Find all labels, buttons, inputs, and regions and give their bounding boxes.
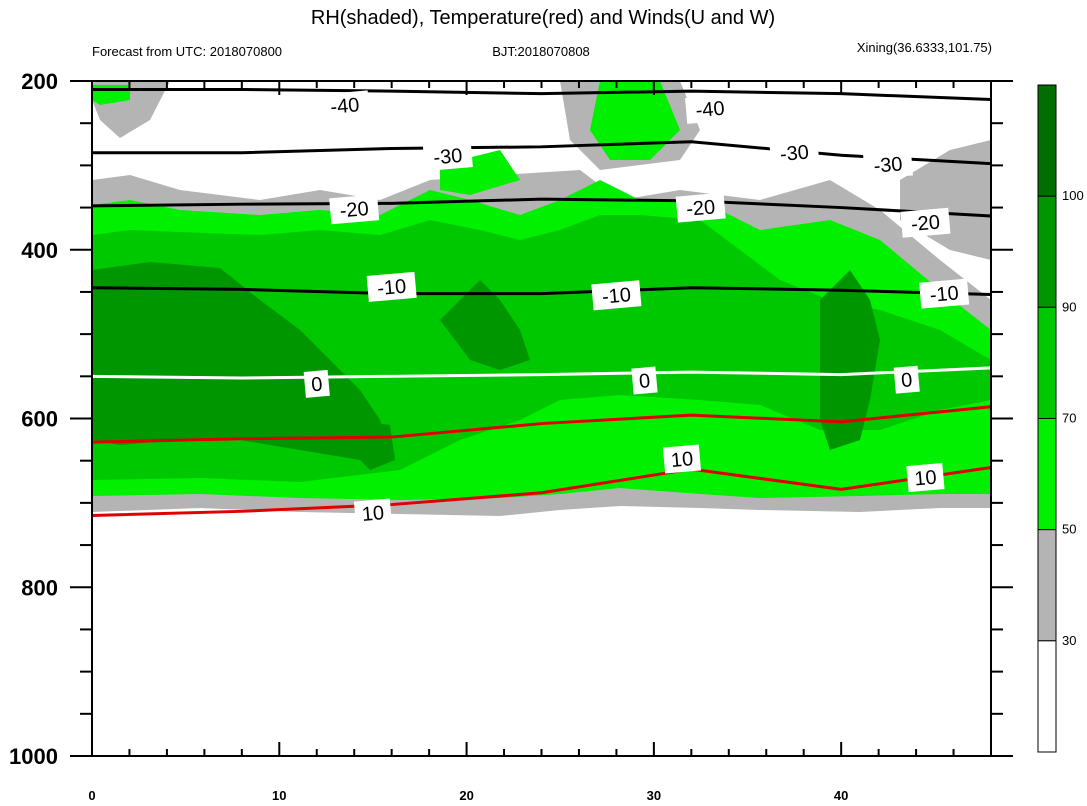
contour-label: 10 xyxy=(353,498,393,528)
contour-label-box xyxy=(366,271,417,302)
colorbar: 100 90 70 50 30 xyxy=(1037,84,1084,753)
colorbar-segment xyxy=(1037,84,1057,197)
rh-band-dark-green-1 xyxy=(92,262,390,460)
contour-label-text: -30 xyxy=(779,141,810,165)
colorbar-segment xyxy=(1037,418,1057,531)
contour-label-box xyxy=(353,498,393,528)
contour-label-text: -20 xyxy=(339,198,370,222)
colorbar-segment xyxy=(1037,529,1057,642)
contour-label-text: -20 xyxy=(910,212,941,236)
forecast-label: Forecast from UTC: 2018070800 xyxy=(92,44,282,59)
colorbar-label: 30 xyxy=(1062,633,1076,648)
contour-label-box xyxy=(900,207,951,238)
y-tick-label: 200 xyxy=(21,69,58,94)
rh-band-light-green-top xyxy=(590,81,680,160)
y-tick-label: 800 xyxy=(21,575,58,600)
contour-label-text: -40 xyxy=(330,94,361,118)
contour-label: -30 xyxy=(862,149,914,180)
contour-label-box xyxy=(303,369,330,398)
x-tick-label: 40 xyxy=(834,788,848,803)
contour-label-box xyxy=(675,192,726,223)
contour-label: 0 xyxy=(303,369,330,398)
chart-title: RH(shaded), Temperature(red) and Winds(U… xyxy=(311,7,775,29)
contour-label: -30 xyxy=(422,141,473,172)
contour-label: 10 xyxy=(662,444,702,474)
x-tick-label: 30 xyxy=(647,788,661,803)
temperature-contour-line xyxy=(92,286,991,296)
y-tick-label: 600 xyxy=(21,407,58,432)
plot-area xyxy=(92,81,991,518)
temperature-contour-line xyxy=(92,87,991,102)
contour-label-text: -20 xyxy=(685,196,716,220)
contour-label-box xyxy=(893,365,920,394)
contour-label-box xyxy=(919,278,970,309)
contour-label-text: -10 xyxy=(929,282,960,306)
contour-label-text: 0 xyxy=(310,373,323,396)
contour-label-text: 0 xyxy=(638,370,651,393)
rh-band-dark-green-2 xyxy=(440,280,530,370)
temperature-contour-line xyxy=(92,465,991,518)
contour-label: 0 xyxy=(631,366,658,395)
contour-label-box xyxy=(862,149,914,180)
contour-label: -10 xyxy=(591,280,642,311)
contour-label: -10 xyxy=(366,271,417,302)
contour-label-box xyxy=(319,90,370,121)
temperature-contour-line xyxy=(92,366,991,380)
colorbar-label: 70 xyxy=(1062,411,1076,426)
contour-label-text: -10 xyxy=(601,284,632,308)
contour-label-text: -40 xyxy=(695,98,726,122)
bjt-label: BJT:2018070808 xyxy=(492,44,590,59)
location-label: Xining(36.6333,101.75) xyxy=(857,40,992,55)
colorbar-label: 100 xyxy=(1062,188,1084,203)
contour-labels: -40 -40 -30 -30 -30 -20 -20 -20 -10 -10 -10 0 0 0 10 10… xyxy=(303,90,970,528)
temperature-contour-line xyxy=(92,140,991,166)
y-tick-label: 1000 xyxy=(9,744,58,769)
contour-label-text: 10 xyxy=(670,448,694,472)
contour-label-box xyxy=(329,194,380,225)
colorbar-segment xyxy=(1037,195,1057,308)
colorbar-label: 50 xyxy=(1062,522,1076,537)
contour-label-box xyxy=(422,141,473,172)
y-tick-label: 400 xyxy=(21,238,58,263)
contour-label: 10 xyxy=(906,463,945,493)
colorbar-label: 90 xyxy=(1062,299,1076,314)
contour-label-box xyxy=(769,137,820,168)
contour-label-text: 10 xyxy=(361,502,385,526)
temperature-contour-line xyxy=(92,405,991,444)
contour-label: -40 xyxy=(685,93,736,124)
contour-label-text: -10 xyxy=(376,276,407,300)
temperature-contour-line xyxy=(92,197,991,218)
rh-band-dark-green-3 xyxy=(820,270,880,450)
contour-label-box xyxy=(591,280,642,311)
contour-label-box xyxy=(631,366,658,395)
x-tick-label: 20 xyxy=(459,788,473,803)
contour-label-box xyxy=(906,463,945,493)
colorbar-segment xyxy=(1037,306,1057,420)
x-tick-label: 0 xyxy=(88,788,95,803)
contour-label-box xyxy=(662,444,702,474)
contour-label: -20 xyxy=(900,207,951,238)
rh-band-dark-green-4 xyxy=(350,420,395,470)
contour-label-box xyxy=(685,93,736,124)
colorbar-segment xyxy=(1037,640,1057,753)
contour-label: -20 xyxy=(675,192,726,223)
temperature-contours xyxy=(92,87,991,518)
contour-label: -10 xyxy=(919,278,970,309)
contour-label: -40 xyxy=(319,90,370,121)
x-axis: 0 10 20 30 40 xyxy=(88,81,992,803)
x-tick-label: 10 xyxy=(272,788,286,803)
contour-label-text: 10 xyxy=(913,467,937,491)
contour-label-text: 0 xyxy=(900,369,913,392)
contour-label: -20 xyxy=(329,194,380,225)
contour-label: 0 xyxy=(893,365,920,394)
contour-label: -30 xyxy=(769,137,820,168)
contour-label-text: -30 xyxy=(873,153,904,177)
contour-label-text: -30 xyxy=(433,145,464,169)
